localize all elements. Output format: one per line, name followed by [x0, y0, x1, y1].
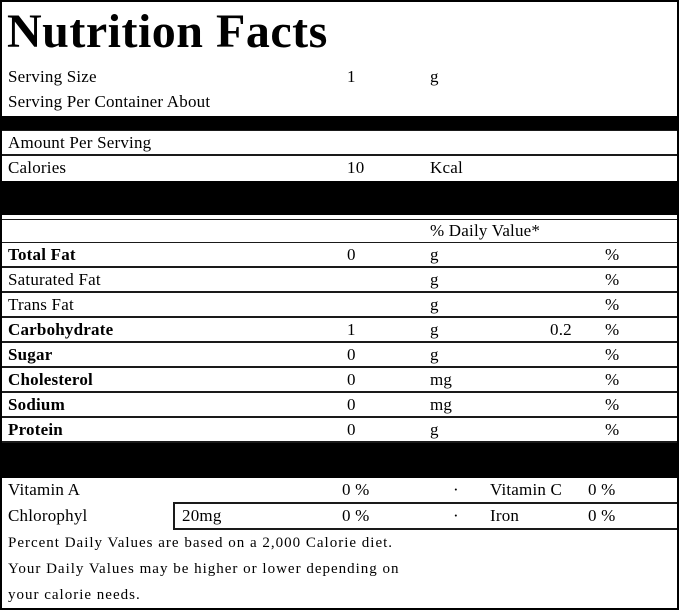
table-row-total-fat: Total Fat 0 g %: [2, 243, 677, 268]
nutrient-label: Trans Fat: [8, 295, 74, 314]
micro-amount: [173, 478, 330, 504]
nutrient-unit: mg: [430, 370, 453, 389]
serving-size-row: Serving Size 1 g: [2, 64, 677, 90]
nutrient-pct: %: [605, 270, 620, 289]
nutrient-unit: g: [430, 345, 439, 364]
serving-size-label: Serving Size: [8, 67, 97, 86]
calories-row: Calories 10 Kcal: [2, 156, 677, 181]
nutrient-value: 0: [347, 395, 356, 414]
nutrient-value: 0: [347, 345, 356, 364]
micro-pct-2: 0 %: [583, 504, 677, 530]
daily-value-header-row: % Daily Value*: [2, 219, 677, 243]
nutrient-unit: mg: [430, 395, 453, 414]
calories-value: 10: [347, 158, 365, 177]
table-row-chlorophyl: Chlorophyl 20mg 0 % · Iron 0 %: [2, 504, 677, 530]
nutrient-value: 1: [347, 320, 356, 339]
divider-bar-top: [2, 116, 677, 130]
nutrient-value: 0: [347, 370, 356, 389]
micro-pct-2: 0 %: [583, 478, 677, 504]
amount-per-serving-row: Amount Per Serving: [2, 130, 677, 156]
nutrient-unit: g: [430, 245, 439, 264]
nutrient-dv: [540, 393, 600, 416]
footnote-line-3: your calorie needs.: [8, 587, 141, 603]
servings-per-container-label: Serving Per Container About: [8, 92, 211, 111]
nutrient-unit: g: [430, 420, 439, 439]
divider-bar-bottom: [2, 443, 677, 478]
footnote-line-1: Percent Daily Values are based on a 2,00…: [8, 535, 394, 551]
footnote-line-2: Your Daily Values may be higher or lower…: [8, 561, 400, 577]
nutrient-dv: [540, 343, 600, 366]
table-row-carbohydrate: Carbohydrate 1 g 0.2 %: [2, 318, 677, 343]
nutrient-dv: [540, 418, 600, 441]
nutrient-label: Sodium: [8, 395, 65, 414]
nutrient-value: 0: [347, 245, 356, 264]
dot-separator: ·: [448, 478, 488, 504]
micro-pct: 0 %: [330, 478, 448, 504]
table-row-saturated-fat: Saturated Fat g %: [2, 268, 677, 293]
table-row-protein: Protein 0 g %: [2, 418, 677, 443]
calories-label: Calories: [8, 158, 67, 177]
nutrient-pct: %: [605, 295, 620, 314]
calories-unit: Kcal: [430, 158, 463, 177]
servings-per-container-row: Serving Per Container About: [2, 90, 677, 116]
table-row-cholesterol: Cholesterol 0 mg %: [2, 368, 677, 393]
micro-pct: 0 %: [330, 504, 448, 530]
daily-value-header: % Daily Value*: [430, 221, 541, 240]
nutrient-dv: [540, 368, 600, 391]
nutrient-dv: [540, 293, 600, 316]
nutrient-unit: g: [430, 320, 439, 339]
nutrient-pct: %: [605, 420, 620, 439]
nutrient-pct: %: [605, 345, 620, 364]
nutrient-label: Total Fat: [8, 245, 76, 264]
table-row-trans-fat: Trans Fat g %: [2, 293, 677, 318]
micro-label-2: Vitamin C: [488, 478, 583, 504]
micro-label: Chlorophyl: [8, 506, 88, 525]
serving-size-unit: g: [430, 67, 439, 86]
nutrient-label: Protein: [8, 420, 63, 439]
micro-label: Vitamin A: [8, 480, 81, 499]
nutrient-pct: %: [605, 320, 620, 339]
nutrient-dv: 0.2: [550, 320, 572, 339]
table-row-sodium: Sodium 0 mg %: [2, 393, 677, 418]
nutrient-value: 0: [347, 420, 356, 439]
dot-separator: ·: [448, 504, 488, 530]
nutrient-label: Cholesterol: [8, 370, 93, 389]
micro-label-2: Iron: [488, 504, 583, 530]
nutrient-label: Carbohydrate: [8, 320, 114, 339]
nutrient-value: [340, 268, 425, 291]
table-row-vitamin-a: Vitamin A 0 % · Vitamin C 0 %: [2, 478, 677, 504]
nutrient-dv: [540, 243, 600, 266]
micro-amount: 20mg: [173, 504, 330, 530]
divider-bar-middle: [2, 181, 677, 215]
nutrient-label: Saturated Fat: [8, 270, 101, 289]
nutrient-unit: g: [430, 270, 439, 289]
nutrient-pct: %: [605, 370, 620, 389]
nutrient-value: [340, 293, 425, 316]
table-row-sugar: Sugar 0 g %: [2, 343, 677, 368]
amount-per-serving-label: Amount Per Serving: [8, 133, 152, 152]
nutrient-dv: [540, 268, 600, 291]
label-title: Nutrition Facts: [7, 5, 328, 58]
nutrient-label: Sugar: [8, 345, 53, 364]
serving-size-value: 1: [347, 67, 356, 86]
nutrient-pct: %: [605, 395, 620, 414]
nutrient-unit: g: [430, 295, 439, 314]
nutrient-pct: %: [605, 245, 620, 264]
